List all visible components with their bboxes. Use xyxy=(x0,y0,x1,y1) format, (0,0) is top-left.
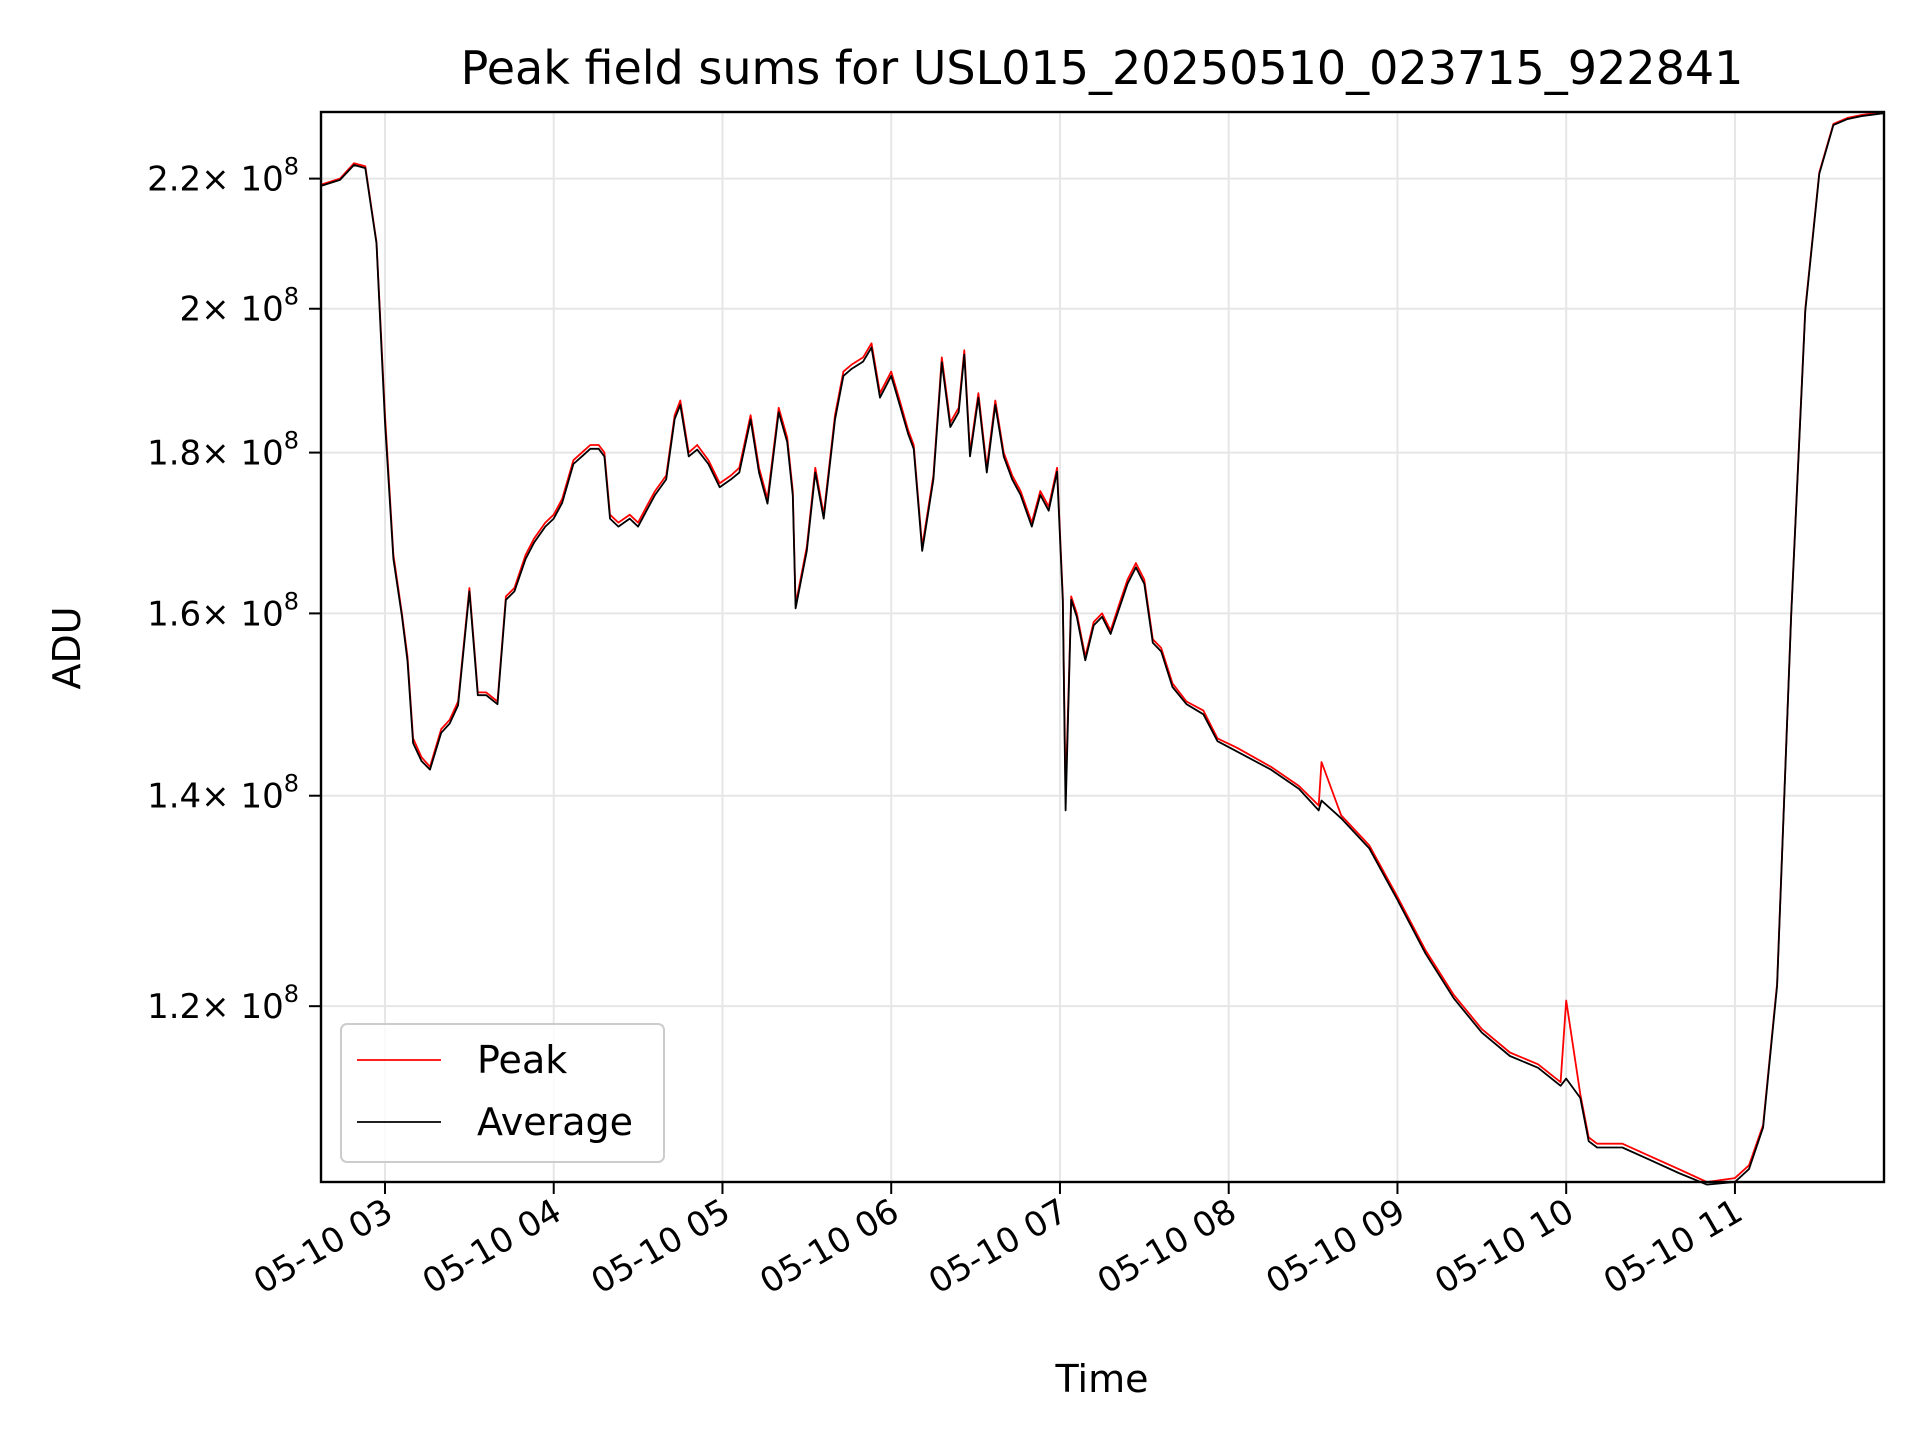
legend-box xyxy=(340,1023,665,1163)
y-axis-ticks: 1.2× 108 1.4× 108 1.6× 108 1.8× 108 2× 108 2.… xyxy=(147,153,321,1027)
y-tick-label: 1.2× 108 xyxy=(147,980,299,1027)
y-tick-label: 1.6× 108 xyxy=(147,587,299,634)
legend: Peak Average xyxy=(340,1023,665,1163)
y-tick-label: 1.8× 108 xyxy=(147,427,299,474)
legend-label-average: Average xyxy=(477,1100,633,1144)
series-line-average xyxy=(320,112,1885,1186)
x-axis-label: Time xyxy=(1055,1357,1149,1401)
y-tick-label: 1.4× 108 xyxy=(147,770,299,817)
y-tick-label: 2× 108 xyxy=(180,283,299,330)
y-axis-label: ADU xyxy=(45,606,89,689)
legend-label-peak: Peak xyxy=(477,1038,567,1082)
plot-frame xyxy=(319,110,1886,1184)
series-layer xyxy=(320,111,1885,1186)
grid xyxy=(321,112,1884,1182)
chart-title: Peak field sums for USL015_20250510_0237… xyxy=(461,41,1744,95)
y-tick-label: 2.2× 108 xyxy=(147,153,299,200)
